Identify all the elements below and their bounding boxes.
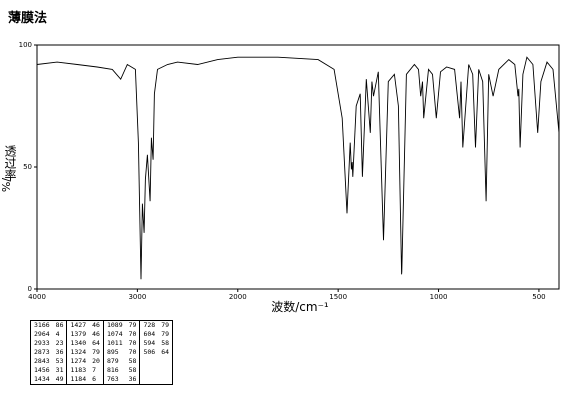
x-tick-label: 4000 [28, 293, 46, 301]
chart-title: 薄膜法 [8, 10, 47, 26]
peak-table: 3166 86 1427 46 1089 79 728 79 2964 4 1379 46 1074 70… [30, 320, 174, 385]
table-cell: 79 [161, 321, 170, 329]
table-cell: 1183 [66, 366, 90, 375]
table-row: 1456 31 1183 7 816 58 [31, 366, 173, 375]
x-tick-label: 3000 [128, 293, 146, 301]
table-cell [139, 375, 159, 385]
x-tick-label: 500 [532, 293, 545, 301]
table-cell: 64 [161, 348, 170, 356]
y-tick-label: 50 [23, 163, 32, 171]
table-row: 2964 4 1379 46 1074 70 604 79 [31, 330, 173, 339]
table-cell: 58 [161, 339, 170, 347]
x-tick-label: 1500 [329, 293, 347, 301]
y-tick-label: 0 [28, 285, 32, 293]
table-row: 3166 86 1427 46 1089 79 728 79 [31, 320, 173, 330]
table-row: 2873 36 1324 79 895 70 506 64 [31, 348, 173, 357]
y-tick-label: 100 [19, 41, 32, 49]
table-cell: 58 [128, 366, 137, 374]
table-cell: 64 [92, 339, 100, 347]
table-cell: 816 [102, 366, 126, 375]
table-cell: 2873 [34, 348, 50, 356]
table-cell: 728 [139, 320, 159, 330]
table-cell: 79 [161, 330, 170, 338]
table-cell: 20 [92, 357, 100, 365]
table-cell: 79 [128, 321, 137, 329]
x-axis-label: 波数/cm⁻¹ [271, 299, 329, 314]
table-row: 2843 53 1274 20 879 58 [31, 357, 173, 366]
table-cell: 1011 [102, 339, 126, 348]
table-cell [158, 366, 172, 375]
table-cell: 31 [55, 366, 64, 374]
table-cell: 1456 [34, 366, 50, 374]
table-cell: 895 [102, 348, 126, 357]
x-tick-label: 2000 [229, 293, 247, 301]
table-cell: 1089 [102, 320, 126, 330]
table-cell: 2843 [34, 357, 50, 365]
table-cell: 6 [92, 375, 97, 383]
table-cell: 879 [102, 357, 126, 366]
table-cell: 79 [92, 348, 100, 356]
table-cell: 7 [92, 366, 97, 374]
table-cell: 1340 [66, 339, 90, 348]
table-cell: 594 [139, 339, 159, 348]
table-cell: 763 [102, 375, 126, 385]
table-cell: 1427 [66, 320, 90, 330]
table-cell: 1074 [102, 330, 126, 339]
table-cell: 506 [139, 348, 159, 357]
table-cell: 2964 [34, 330, 50, 338]
table-cell: 70 [128, 339, 137, 347]
chart: 薄膜法 波数/cm⁻¹ 透过率 %/ 4000 3000 2000 1500 1000 5… [0, 10, 560, 314]
table-cell: 3166 [34, 321, 50, 329]
table-row: 2933 23 1340 64 1011 70 594 58 [31, 339, 173, 348]
table-cell: 46 [92, 321, 100, 329]
plot-frame [36, 44, 560, 290]
spectrum-line [36, 56, 560, 280]
x-tick-label: 1000 [430, 293, 448, 301]
table-cell [158, 375, 172, 385]
table-cell: 1274 [66, 357, 90, 366]
table-cell: 86 [55, 321, 64, 329]
table-cell: 49 [55, 375, 64, 383]
table-cell: 23 [55, 339, 64, 347]
table-cell: 1434 [34, 375, 50, 383]
table-cell: 70 [128, 348, 137, 356]
table-cell: 604 [139, 330, 159, 339]
table-cell: 36 [55, 348, 64, 356]
table-cell: 36 [128, 375, 137, 383]
table-cell: 58 [128, 357, 137, 365]
table-cell: 2933 [34, 339, 50, 347]
table-cell [158, 357, 172, 366]
table-cell [139, 357, 159, 366]
table-cell: 1379 [66, 330, 90, 339]
table-cell [139, 366, 159, 375]
table-cell: 70 [128, 330, 137, 338]
table-cell: 4 [55, 330, 60, 338]
table-cell: 46 [92, 330, 100, 338]
y-axis-label: 透过率 [3, 145, 17, 181]
y-axis-unit: %/ [0, 178, 13, 192]
table-cell: 1184 [66, 375, 90, 385]
table-cell: 1324 [66, 348, 90, 357]
table-cell: 53 [55, 357, 64, 365]
table-row: 1434 49 1184 6 763 36 [31, 375, 173, 385]
